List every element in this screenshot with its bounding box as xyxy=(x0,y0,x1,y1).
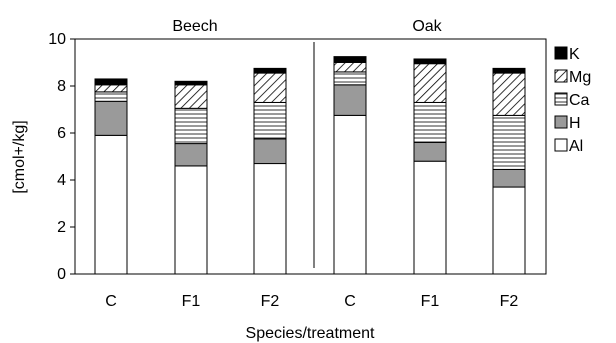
y-tick-label: 4 xyxy=(57,172,66,189)
x-tick-label: C xyxy=(344,293,356,310)
bar-segment-ca xyxy=(333,71,367,86)
bar-segment-al xyxy=(413,160,447,275)
bar-segment-h xyxy=(253,138,287,165)
bar-segment-h xyxy=(174,143,208,167)
bar-segment-ca xyxy=(94,91,128,102)
legend-label-h: H xyxy=(569,115,581,132)
bar-segment-al xyxy=(492,186,526,275)
bar-segment-al xyxy=(333,114,367,275)
bar-segment-mg xyxy=(492,72,526,116)
bar-segment-k xyxy=(94,78,128,86)
legend-swatch-ca xyxy=(554,92,568,106)
bar-segment-mg xyxy=(94,84,128,93)
plot-area xyxy=(94,56,526,275)
legend-swatch-mg xyxy=(554,69,568,83)
bar-segment-k xyxy=(492,67,526,74)
bar-segment-al xyxy=(253,163,287,275)
legend-label-ca: Ca xyxy=(569,92,590,109)
bar-segment-h xyxy=(333,84,367,116)
legend: K Mg Ca H Al xyxy=(554,46,591,155)
y-tick-label: 2 xyxy=(57,219,66,236)
group-label: Oak xyxy=(412,18,442,35)
bar-segment-h xyxy=(492,168,526,188)
y-tick-label: 0 xyxy=(57,266,66,283)
x-axis-label: Species/treatment xyxy=(246,325,376,342)
x-tick-label: F2 xyxy=(500,293,519,310)
bar-segment-ca xyxy=(413,101,447,143)
x-tick-label: F2 xyxy=(261,293,280,310)
x-tick-label: F1 xyxy=(421,293,440,310)
x-tick-label: F1 xyxy=(182,293,201,310)
legend-label-al: Al xyxy=(569,138,583,155)
bar-segment-k xyxy=(174,80,208,86)
axes: 0 2 4 6 8 10 C F1 F2 C F1 F2 Beech Oak Species/treatme… xyxy=(11,18,547,342)
bar-segment-al xyxy=(174,165,208,275)
bar-segment-h xyxy=(413,141,447,162)
bar-segment-mg xyxy=(253,72,287,103)
bar-segment-h xyxy=(94,100,128,136)
bar-segment-ca xyxy=(174,107,208,145)
plot-frame xyxy=(74,38,547,275)
bar-segment-mg xyxy=(174,84,208,109)
y-axis-label: [cmol+/kg] xyxy=(11,120,28,193)
legend-label-k: K xyxy=(569,46,580,63)
bar-segment-k xyxy=(253,67,287,74)
bar-segment-al xyxy=(94,134,128,275)
bar-segment-mg xyxy=(413,63,447,103)
legend-swatch-h xyxy=(554,115,568,129)
bar-segment-ca xyxy=(492,114,526,170)
legend-swatch-al xyxy=(554,138,568,152)
x-tick-label: C xyxy=(105,293,117,310)
y-tick-label: 6 xyxy=(57,125,66,142)
legend-label-mg: Mg xyxy=(569,69,591,86)
y-tick-label: 10 xyxy=(48,31,66,48)
y-tick-label: 8 xyxy=(57,78,66,95)
bar-segment-ca xyxy=(253,101,287,140)
bar-segment-k xyxy=(333,56,367,63)
legend-swatch-k xyxy=(554,46,568,60)
bar-segment-k xyxy=(413,58,447,65)
bar-segment-mg xyxy=(333,62,367,73)
group-label: Beech xyxy=(172,18,217,35)
